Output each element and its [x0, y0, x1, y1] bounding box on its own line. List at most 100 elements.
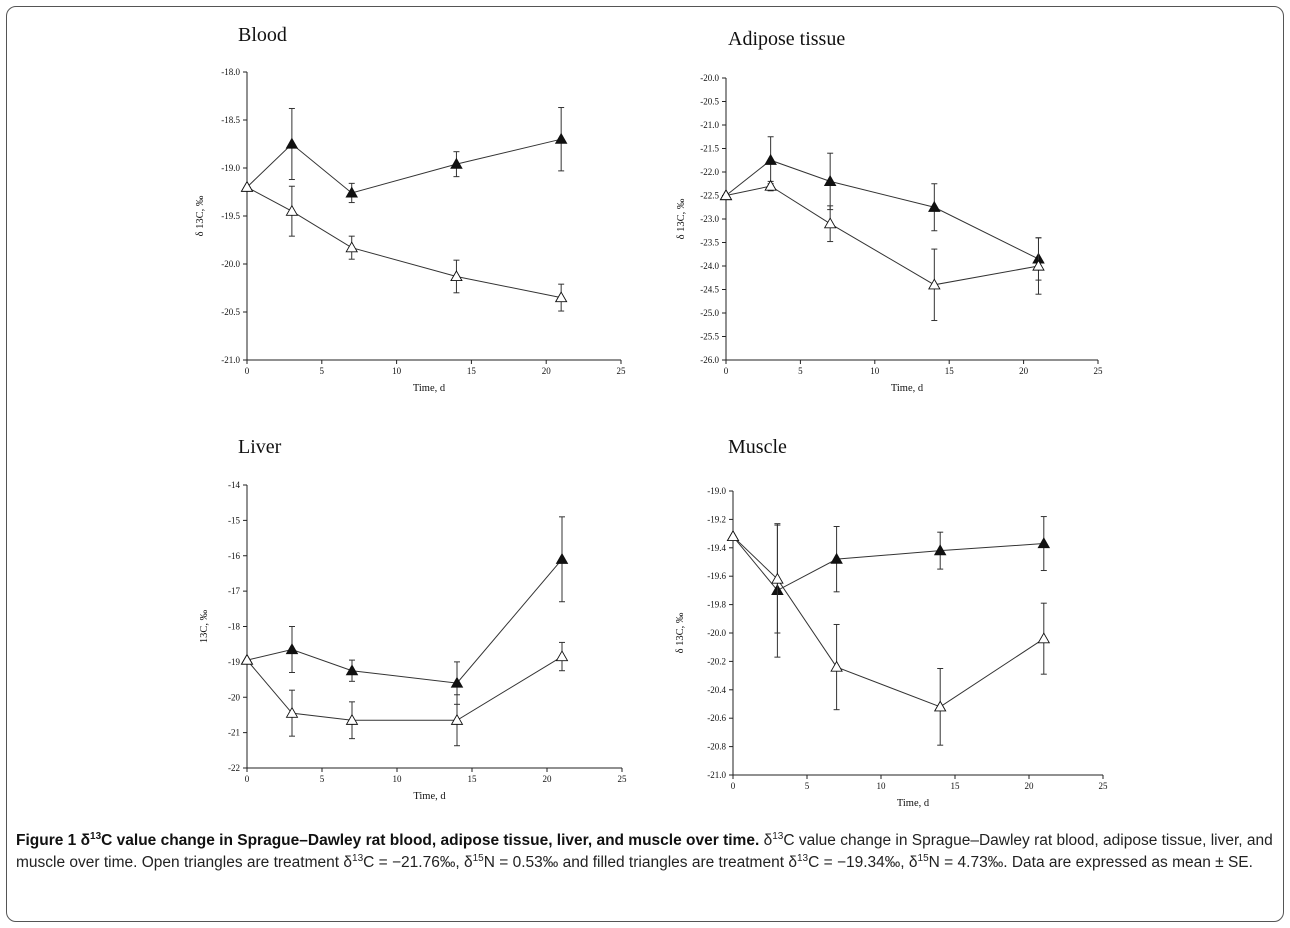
x-tick-label: 25	[1094, 366, 1104, 376]
data-point-open	[345, 241, 358, 253]
y-tick-label: -19	[228, 657, 240, 667]
y-tick-label: -19.6	[707, 571, 726, 581]
x-tick-label: 25	[618, 774, 628, 784]
x-axis-label: Time, d	[897, 798, 930, 809]
data-point-open	[555, 650, 569, 662]
data-point-open	[1037, 632, 1051, 644]
y-tick-label: -26.0	[700, 355, 719, 365]
y-tick-label: -23.5	[700, 238, 719, 248]
data-point-open	[1032, 259, 1045, 271]
x-tick-label: 15	[467, 366, 477, 376]
y-axis-label: δ 13C, ‰	[675, 612, 686, 653]
y-axis-label: δ 13C, ‰	[195, 195, 206, 236]
data-point-open	[554, 291, 568, 303]
x-tick-label: 10	[870, 366, 880, 376]
y-tick-label: -20.6	[707, 713, 726, 723]
x-tick-label: 10	[877, 781, 887, 791]
y-tick-label: -18.5	[221, 115, 240, 125]
y-tick-label: -24.0	[700, 261, 719, 271]
data-point-open	[450, 713, 464, 725]
caption-label: Figure 1	[16, 832, 77, 849]
y-tick-label: -18	[228, 622, 240, 632]
x-tick-label: 20	[1025, 781, 1035, 791]
x-axis-label: Time, d	[413, 383, 446, 394]
data-point-open	[823, 217, 837, 229]
series-line-open	[732, 536, 1045, 708]
panel-title-muscle: Muscle	[728, 436, 787, 458]
x-tick-label: 25	[1099, 781, 1109, 791]
figure-frame	[6, 6, 1284, 922]
y-tick-label: -22.5	[700, 191, 719, 201]
x-tick-label: 20	[1019, 366, 1029, 376]
y-tick-label: -22	[228, 763, 240, 773]
x-tick-label: 25	[617, 366, 627, 376]
panel-title-adipose: Adipose tissue	[728, 28, 846, 50]
data-point-filled	[830, 552, 843, 564]
x-tick-label: 5	[798, 366, 803, 376]
x-tick-label: 10	[392, 366, 402, 376]
y-tick-label: -19.8	[707, 600, 726, 610]
data-point-open	[240, 180, 254, 192]
y-tick-label: -19.4	[707, 543, 726, 553]
data-point-open	[726, 530, 740, 542]
data-point-open	[764, 179, 777, 191]
data-point-filled	[928, 200, 941, 212]
data-point-open	[240, 653, 254, 665]
data-point-filled	[554, 132, 568, 144]
y-tick-label: -18.0	[221, 67, 240, 77]
y-tick-label: -20.0	[700, 73, 719, 83]
y-tick-label: -21.0	[221, 355, 240, 365]
data-point-open	[928, 278, 941, 290]
y-tick-label: -17	[228, 586, 240, 596]
y-tick-label: -25.0	[700, 308, 719, 318]
panel-title-blood: Blood	[238, 24, 287, 46]
y-tick-label: -19.0	[707, 486, 726, 496]
y-tick-label: -21.5	[700, 144, 719, 154]
data-point-open	[719, 189, 733, 201]
data-point-filled	[764, 153, 777, 165]
data-point-open	[285, 706, 299, 718]
data-point-open	[450, 270, 463, 282]
x-tick-label: 0	[245, 774, 250, 784]
data-point-open	[771, 572, 784, 584]
y-tick-label: -23.0	[700, 214, 719, 224]
x-tick-label: 15	[945, 366, 955, 376]
data-point-filled	[1037, 537, 1051, 549]
x-tick-label: 15	[468, 774, 478, 784]
y-tick-label: -19.0	[221, 163, 240, 173]
data-point-filled	[450, 157, 463, 169]
y-tick-label: -24.5	[700, 285, 719, 295]
x-tick-label: 5	[320, 366, 325, 376]
x-tick-label: 20	[543, 774, 553, 784]
y-tick-label: -21.0	[707, 770, 726, 780]
data-point-filled	[555, 552, 569, 564]
y-tick-label: -20.0	[221, 259, 240, 269]
x-tick-label: 10	[393, 774, 403, 784]
x-tick-label: 0	[731, 781, 736, 791]
y-tick-label: -20.4	[707, 685, 726, 695]
data-point-open	[933, 700, 947, 712]
y-tick-label: -20.5	[221, 307, 240, 317]
y-tick-label: -15	[228, 515, 240, 525]
panel-title-liver: Liver	[238, 436, 282, 458]
x-tick-label: 5	[805, 781, 810, 791]
y-tick-label: -20.5	[700, 97, 719, 107]
data-point-filled	[933, 544, 947, 556]
data-point-filled	[450, 676, 464, 688]
y-tick-label: -20	[228, 692, 240, 702]
y-tick-label: -22.0	[700, 167, 719, 177]
data-point-filled	[285, 137, 299, 149]
y-tick-label: -14	[228, 480, 240, 490]
x-tick-label: 5	[320, 774, 325, 784]
y-axis-label: δ 13C, ‰	[676, 198, 687, 239]
data-point-filled	[823, 174, 837, 186]
data-point-open	[345, 713, 359, 725]
y-tick-label: -20.0	[707, 628, 726, 638]
x-axis-label: Time, d	[891, 383, 924, 394]
y-tick-label: -20.2	[707, 656, 726, 666]
data-point-filled	[285, 643, 299, 655]
